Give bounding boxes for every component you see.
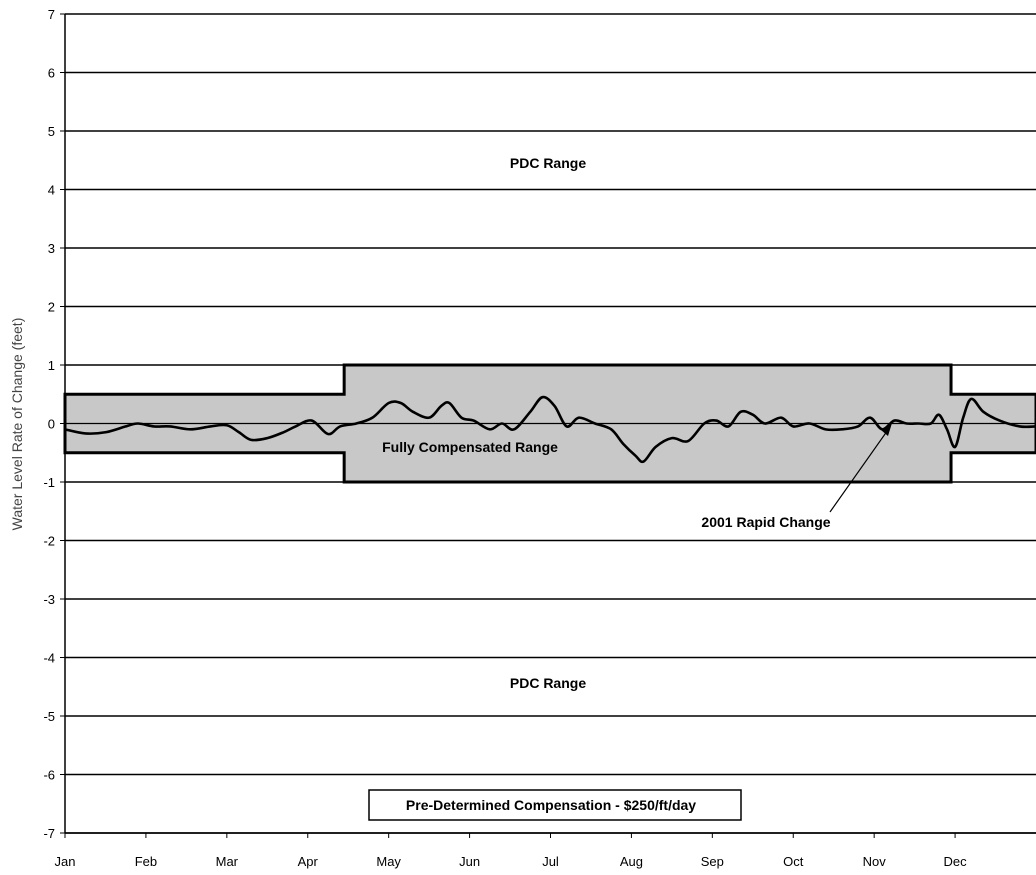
y-tick-label: -3 — [43, 592, 55, 607]
x-tick-label: Sep — [701, 854, 724, 869]
pdc-range-upper-label: PDC Range — [510, 155, 586, 171]
y-tick-label: -4 — [43, 651, 55, 666]
fully-compensated-range-label: Fully Compensated Range — [382, 439, 558, 455]
y-tick-label: 4 — [48, 183, 55, 198]
compensation-box-label: Pre-Determined Compensation - $250/ft/da… — [406, 797, 696, 813]
x-tick-label: Jul — [542, 854, 559, 869]
x-tick-label: May — [376, 854, 401, 869]
series-line — [64, 395, 1036, 464]
x-tick-label: Jan — [55, 854, 76, 869]
pdc-range-lower-label: PDC Range — [510, 675, 586, 691]
y-tick-label: 5 — [48, 124, 55, 139]
y-tick-label: 2 — [48, 300, 55, 315]
x-tick-label: Apr — [298, 854, 319, 869]
rapid-change-arrowhead — [881, 423, 892, 436]
y-tick-label: -7 — [43, 826, 55, 841]
y-tick-label: 3 — [48, 241, 55, 256]
compensation-band — [63, 363, 1036, 484]
y-tick-label: 6 — [48, 66, 55, 81]
y-tick-label: -2 — [43, 534, 55, 549]
x-tick-label: Mar — [216, 854, 239, 869]
series-line-group — [64, 395, 1036, 464]
x-tick-label: Feb — [135, 854, 157, 869]
x-tick-label: Jun — [459, 854, 480, 869]
y-tick-label: -1 — [43, 475, 55, 490]
y-tick-label: -5 — [43, 709, 55, 724]
y-tick-label: -6 — [43, 768, 55, 783]
y-tick-label: 7 — [48, 7, 55, 22]
x-tick-label: Oct — [783, 854, 804, 869]
x-tick-label: Dec — [944, 854, 968, 869]
x-tick-label: Aug — [620, 854, 643, 869]
x-tick-label: Nov — [863, 854, 887, 869]
y-tick-label: 0 — [48, 417, 55, 432]
rapid-change-label: 2001 Rapid Change — [701, 514, 830, 530]
y-axis-label: Water Level Rate of Change (feet) — [9, 318, 25, 531]
rapid-change-arrow-line — [829, 426, 891, 513]
compensation-box — [368, 789, 742, 821]
y-tick-label: 1 — [48, 358, 55, 373]
